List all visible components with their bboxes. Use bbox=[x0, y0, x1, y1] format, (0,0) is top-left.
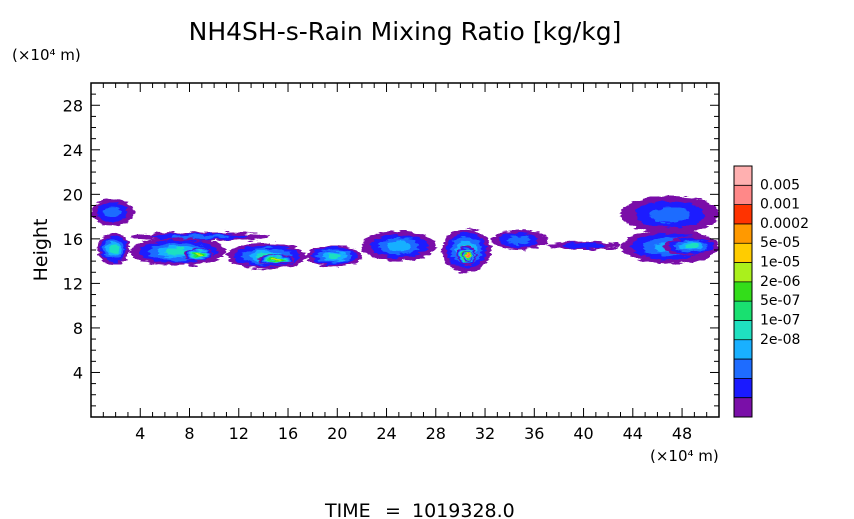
x-tick-label: 36 bbox=[524, 424, 544, 443]
heat-contour-level-4 bbox=[684, 243, 699, 249]
heat-blob bbox=[462, 251, 473, 262]
colorbar-swatch bbox=[734, 166, 752, 186]
colorbar-swatch bbox=[734, 397, 752, 417]
colorbar-label: 0.001 bbox=[760, 197, 800, 213]
colorbar: 0.005 0.001 0.0002 5e-05 1e-05 2e-06 5e-07 1e-0… bbox=[733, 165, 809, 418]
colorbar-swatch bbox=[734, 359, 752, 379]
colorbar-label: 0.005 bbox=[760, 177, 800, 193]
y-tick-label: 28 bbox=[63, 96, 83, 115]
heat-blob bbox=[620, 195, 719, 234]
colorbar-label: 0.0002 bbox=[760, 216, 809, 232]
time-label: TIME bbox=[324, 500, 371, 519]
x-tick-label: 24 bbox=[376, 424, 396, 443]
x-tick-label: 12 bbox=[229, 424, 249, 443]
colorbar-swatch bbox=[734, 339, 752, 360]
y-axis: 4 8 12 16 20 24 28 bbox=[63, 93, 719, 407]
y-axis-label: Height bbox=[30, 219, 52, 282]
y-tick-label: 8 bbox=[73, 319, 83, 338]
y-tick-label: 4 bbox=[73, 363, 83, 382]
heat-contour-level-1 bbox=[562, 242, 606, 249]
colorbar-label: 2e-08 bbox=[760, 332, 800, 348]
x-tick-label: 40 bbox=[573, 424, 593, 443]
heat-contour-level-2 bbox=[507, 235, 531, 245]
heat-contour-level-2 bbox=[649, 206, 691, 223]
y-tick-label: 12 bbox=[63, 274, 83, 293]
heat-blob bbox=[306, 245, 362, 267]
heat-contour-level-4 bbox=[327, 253, 342, 259]
colorbar-swatch bbox=[734, 262, 752, 282]
x-unit-label: (×10⁴ m) bbox=[650, 447, 719, 465]
heat-blob bbox=[91, 198, 135, 226]
x-tick-label: 44 bbox=[623, 424, 643, 443]
colorbar-swatch bbox=[734, 378, 752, 398]
y-tick-label: 16 bbox=[63, 230, 83, 249]
colorbar-swatch bbox=[734, 301, 752, 321]
x-tick-label: 8 bbox=[184, 424, 194, 443]
heat-blob bbox=[663, 236, 719, 256]
y-unit-label: (×10⁴ m) bbox=[12, 46, 81, 64]
heat-contour-level-11 bbox=[466, 255, 469, 257]
colorbar-swatch bbox=[734, 281, 752, 302]
heat-contour-level-2 bbox=[171, 234, 229, 239]
heat-blob bbox=[97, 233, 131, 265]
chart-title: NH4SH-s-Rain Mixing Ratio [kg/kg] bbox=[189, 17, 622, 46]
colorbar-frame bbox=[733, 165, 753, 418]
x-tick-label: 16 bbox=[278, 424, 298, 443]
colorbar-label: 5e-07 bbox=[760, 293, 800, 309]
heat-contour-level-8 bbox=[272, 258, 279, 261]
heat-contour-level-3 bbox=[387, 241, 411, 251]
heat-blob bbox=[361, 231, 436, 262]
heatmap-field bbox=[91, 195, 719, 273]
time-value: 1019328.0 bbox=[412, 500, 515, 519]
colorbar-swatch bbox=[734, 185, 752, 205]
y-tick-label: 20 bbox=[63, 185, 83, 204]
heat-contour-level-4 bbox=[109, 244, 119, 253]
colorbar-swatch bbox=[734, 223, 752, 244]
heat-contour-level-2 bbox=[103, 206, 122, 218]
heat-blob bbox=[257, 254, 295, 265]
x-tick-label: 20 bbox=[327, 424, 347, 443]
x-axis: 4 8 12 16 20 24 28 32 36 40 44 48 bbox=[102, 83, 708, 443]
y-tick-label: 24 bbox=[63, 141, 83, 160]
heat-blob bbox=[546, 241, 621, 250]
colorbar-swatch bbox=[734, 204, 752, 224]
colorbar-label: 2e-06 bbox=[760, 274, 800, 290]
colorbar-label: 1e-05 bbox=[760, 255, 800, 271]
colorbar-swatch bbox=[734, 243, 752, 263]
heat-blob bbox=[183, 247, 215, 262]
x-tick-label: 32 bbox=[475, 424, 495, 443]
heat-blob bbox=[491, 229, 547, 250]
colorbar-label: 1e-07 bbox=[760, 312, 800, 328]
colorbar-swatch bbox=[734, 320, 752, 340]
x-tick-label: 48 bbox=[672, 424, 692, 443]
colorbar-label: 5e-05 bbox=[760, 235, 800, 251]
x-tick-label: 4 bbox=[135, 424, 145, 443]
heat-contour-level-7 bbox=[196, 253, 202, 256]
x-tick-label: 28 bbox=[426, 424, 446, 443]
time-equals: = bbox=[385, 500, 401, 519]
